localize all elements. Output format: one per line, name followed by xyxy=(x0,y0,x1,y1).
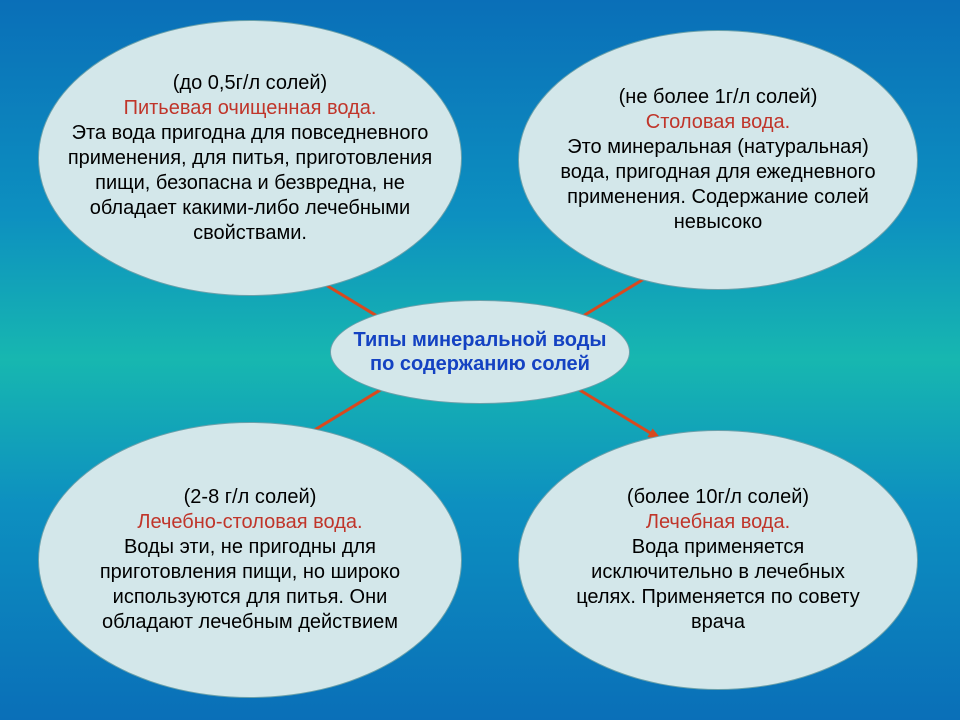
water-type-desc: Вода применяется исключительно в лечебны… xyxy=(559,535,877,635)
water-type-name: Столовая вода. xyxy=(646,110,790,135)
center-node: Типы минеральной воды по содержанию соле… xyxy=(330,300,630,404)
bubble-bottom-right: (более 10г/л солей) Лечебная вода. Вода … xyxy=(518,430,918,690)
water-type-desc: Это минеральная (натуральная) вода, приг… xyxy=(559,135,877,235)
bubble-top-right: (не более 1г/л солей) Столовая вода. Это… xyxy=(518,30,918,290)
salt-range: (более 10г/л солей) xyxy=(627,485,809,510)
diagram-canvas: Типы минеральной воды по содержанию соле… xyxy=(0,0,960,720)
water-type-name: Лечебно-столовая вода. xyxy=(137,510,362,535)
salt-range: (до 0,5г/л солей) xyxy=(173,71,327,96)
salt-range: (не более 1г/л солей) xyxy=(619,85,818,110)
water-type-name: Питьевая очищенная вода. xyxy=(124,96,377,121)
water-type-name: Лечебная вода. xyxy=(646,510,790,535)
salt-range: (2-8 г/л солей) xyxy=(184,485,317,510)
water-type-desc: Эта вода пригодна для повседневного прим… xyxy=(67,121,433,246)
center-line-2: по содержанию солей xyxy=(370,352,590,376)
bubble-bottom-left: (2-8 г/л солей) Лечебно-столовая вода. В… xyxy=(38,422,462,698)
water-type-desc: Воды эти, не пригодны для приготовления … xyxy=(69,535,431,635)
bubble-top-left: (до 0,5г/л солей) Питьевая очищенная вод… xyxy=(38,20,462,296)
center-line-1: Типы минеральной воды xyxy=(353,328,606,352)
